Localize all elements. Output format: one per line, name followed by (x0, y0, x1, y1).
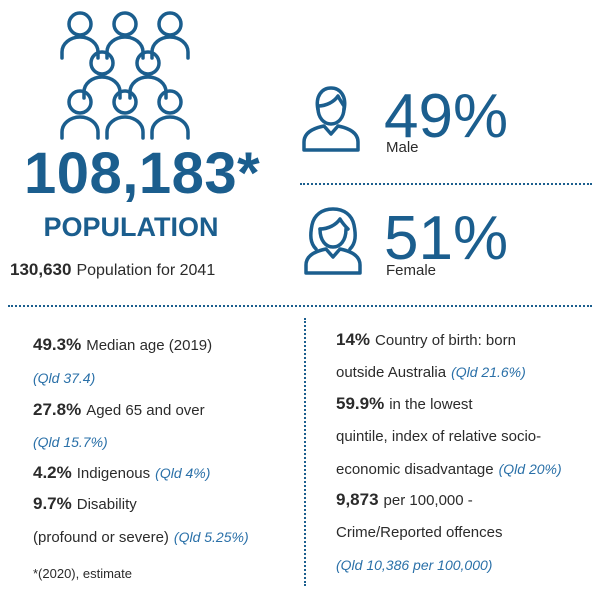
stat-line: 27.8% Aged 65 and over (33, 400, 205, 421)
stat-text: in the lowest (389, 396, 473, 413)
stat-value: 4.2% (33, 463, 72, 482)
stat-line: 59.9% in the lowest (336, 394, 473, 415)
projection: 130,630 Population for 2041 (10, 260, 215, 280)
stat-line: quintile, index of relative socio- (336, 427, 541, 447)
stat-line: (Qld 37.4) (33, 368, 95, 389)
stat-text: economic disadvantage (336, 461, 494, 478)
stat-text: quintile, index of relative socio- (336, 428, 542, 445)
stat-line: 9,873 per 100,000 - (336, 490, 473, 511)
stat-line: Crime/Reported offences (336, 523, 502, 543)
footnote: *(2020), estimate (33, 566, 132, 581)
population-icon (60, 11, 190, 140)
stat-value: 49.3% (33, 335, 82, 354)
divider (8, 305, 592, 307)
stat-comparison: (Qld 20%) (498, 461, 562, 477)
stat-text: outside Australia (336, 364, 447, 381)
stat-value: 59.9% (336, 394, 385, 413)
stat-text: Country of birth: born (375, 332, 516, 349)
stat-comparison: (Qld 5.25%) (173, 529, 249, 545)
stat-text: Indigenous (76, 465, 151, 482)
stat-text: Crime/Reported offences (336, 524, 503, 541)
stat-line: outside Australia (Qld 21.6%) (336, 362, 526, 383)
stat-line: 14% Country of birth: born (336, 330, 516, 351)
stat-line: economic disadvantage (Qld 20%) (336, 459, 562, 480)
population-label: POPULATION (43, 212, 219, 242)
stat-line: 49.3% Median age (2019) (33, 335, 212, 356)
female-icon (304, 207, 362, 275)
stat-text: (profound or severe) (33, 529, 169, 546)
stat-comparison: (Qld 21.6%) (451, 364, 526, 380)
male-icon (302, 86, 360, 152)
stat-text: Aged 65 and over (86, 402, 205, 419)
stat-comparison: (Qld 4%) (155, 465, 211, 481)
stat-text: Median age (2019) (86, 337, 213, 354)
stat-value: 9.7% (33, 494, 72, 513)
stat-value: 27.8% (33, 400, 82, 419)
stat-value: 14% (336, 330, 371, 349)
stat-line: (profound or severe) (Qld 5.25%) (33, 527, 249, 548)
female-value: 51% (384, 204, 509, 273)
stat-text: per 100,000 - (383, 492, 473, 509)
stat-text: Disability (76, 496, 137, 513)
projection-label: Population for 2041 (76, 262, 216, 279)
stat-comparison: (Qld 37.4) (33, 370, 96, 386)
stat-comparison: (Qld 15.7%) (33, 434, 108, 450)
stat-value: 9,873 (336, 490, 379, 509)
divider (300, 183, 592, 185)
stat-line: (Qld 10,386 per 100,000) (336, 555, 492, 576)
stat-line: 4.2% Indigenous (Qld 4%) (33, 463, 210, 484)
stat-line: 9.7% Disability (33, 494, 137, 515)
population-value: 108,183* (24, 141, 261, 206)
divider (304, 318, 306, 586)
stat-comparison: (Qld 10,386 per 100,000) (336, 557, 493, 573)
stat-line: (Qld 15.7%) (33, 432, 108, 453)
male-value: 49% (384, 82, 509, 151)
projection-value: 130,630 (10, 260, 72, 279)
male-label: Male (386, 139, 419, 156)
female-label: Female (386, 262, 437, 279)
